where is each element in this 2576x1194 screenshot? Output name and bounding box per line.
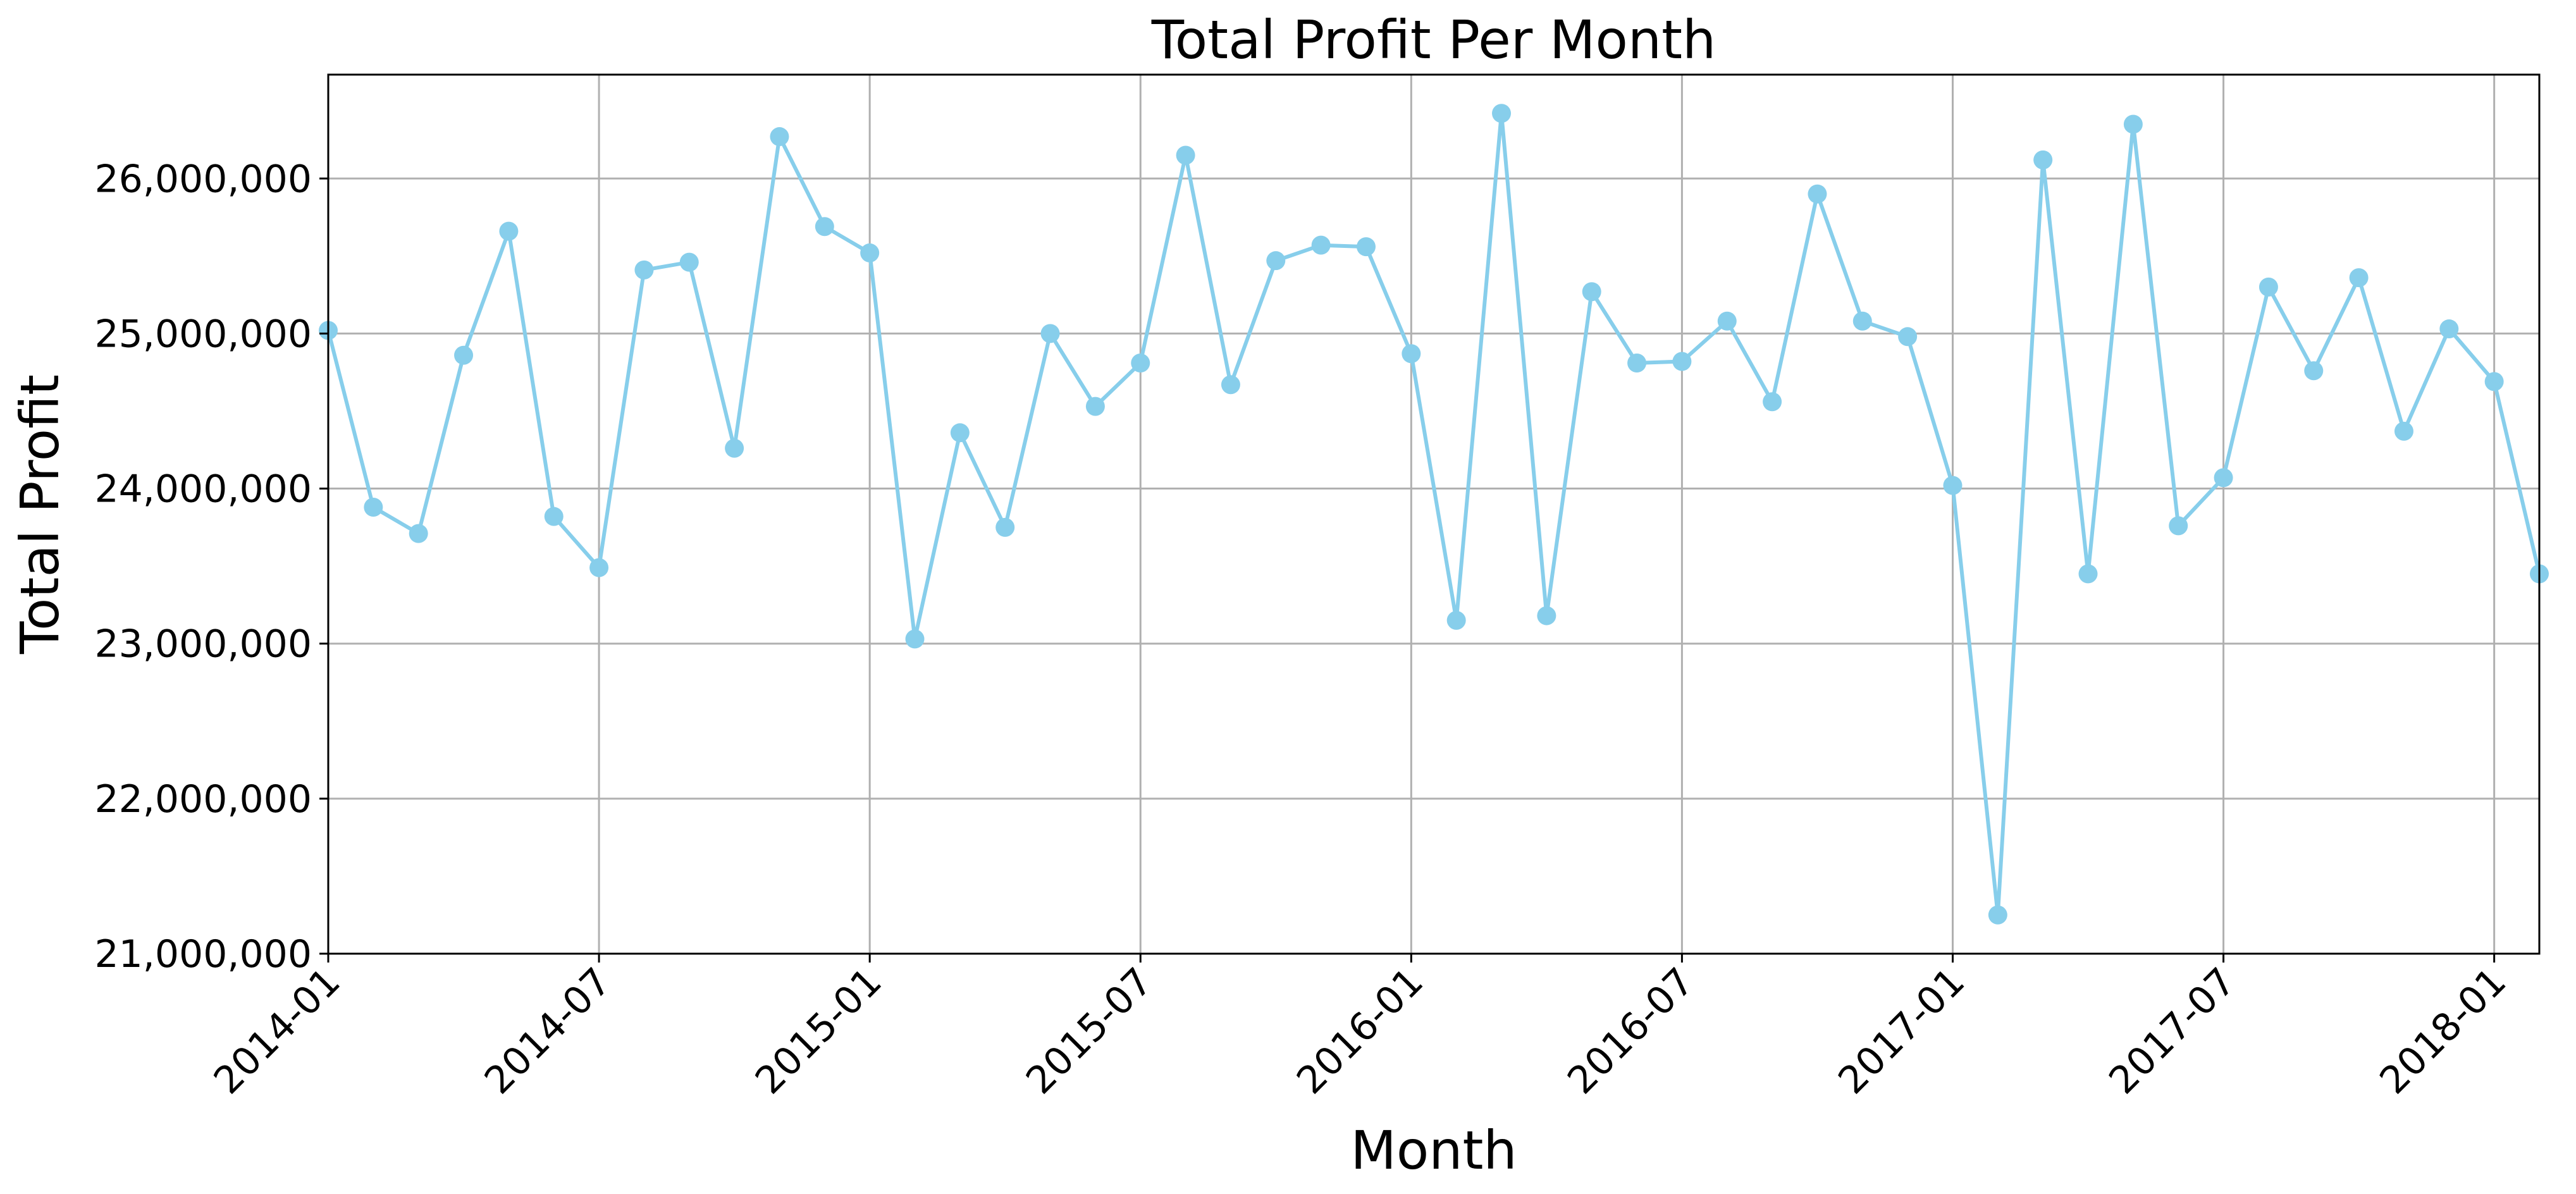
y-tick-label: 21,000,000 xyxy=(94,932,312,976)
data-point xyxy=(2123,114,2143,134)
data-points xyxy=(319,104,2549,925)
data-point xyxy=(1131,353,1150,372)
data-point xyxy=(995,517,1015,537)
x-tick-label: 2016-07 xyxy=(1559,959,1703,1103)
series-line-layer xyxy=(326,111,2541,917)
y-tick-label: 22,000,000 xyxy=(94,777,312,822)
x-axis-ticks: 2014-01 2014-07 2015-01 2015-07 2016-01 2016-… xyxy=(206,954,2515,1103)
data-point xyxy=(1311,235,1331,255)
x-tick-label: 2015-07 xyxy=(1018,959,1161,1103)
x-tick-label: 2014-01 xyxy=(206,959,349,1103)
data-point xyxy=(815,217,834,237)
data-point xyxy=(1672,352,1692,371)
grid-lines xyxy=(327,75,2539,955)
data-point xyxy=(1356,237,1376,257)
data-point xyxy=(950,423,970,443)
data-point xyxy=(2169,516,2188,536)
data-point xyxy=(1582,282,1601,302)
data-point xyxy=(1085,397,1105,416)
data-point xyxy=(2439,319,2459,339)
x-tick-label: 2015-01 xyxy=(747,959,891,1103)
data-point xyxy=(2304,361,2324,381)
data-point xyxy=(409,524,428,543)
data-point xyxy=(1627,353,1647,372)
data-point xyxy=(544,507,564,526)
data-point xyxy=(454,345,474,365)
data-point xyxy=(1176,145,1195,165)
y-axis-ticks: 21,000,000 22,000,000 23,000,000 24,000,000… xyxy=(94,157,328,976)
data-point xyxy=(1221,375,1240,395)
data-point xyxy=(1537,606,1556,625)
data-point xyxy=(2349,268,2369,288)
x-tick-label: 2018-01 xyxy=(2371,959,2515,1103)
data-point xyxy=(1040,324,1060,343)
data-point xyxy=(499,221,519,241)
data-point xyxy=(364,497,383,517)
data-point xyxy=(2078,564,2098,584)
x-tick-label: 2014-07 xyxy=(476,959,620,1103)
y-tick-label: 25,000,000 xyxy=(94,312,312,356)
x-tick-label: 2017-07 xyxy=(2100,959,2244,1103)
data-point xyxy=(1852,311,1872,331)
data-point xyxy=(1266,251,1286,271)
data-point xyxy=(679,252,699,272)
plot-frame xyxy=(327,73,2541,955)
data-point xyxy=(2394,421,2413,441)
data-point xyxy=(1763,392,1782,412)
chart-title: Total Profit Per Month xyxy=(1151,9,1716,71)
series-line xyxy=(326,111,2541,917)
y-axis-label: Total Profit xyxy=(9,374,71,655)
data-point xyxy=(1898,327,1918,347)
x-tick-label: 2017-01 xyxy=(1830,959,1973,1103)
data-point xyxy=(1808,184,1827,204)
data-point xyxy=(1446,610,1466,630)
data-point xyxy=(905,629,925,649)
data-point xyxy=(589,558,609,577)
x-axis-label: Month xyxy=(1350,1119,1517,1181)
data-point xyxy=(1988,905,2007,925)
data-point xyxy=(634,260,654,280)
y-tick-label: 26,000,000 xyxy=(94,157,312,201)
x-tick-label: 2016-01 xyxy=(1288,959,1432,1103)
data-point xyxy=(2484,372,2504,391)
data-point xyxy=(1717,311,1737,331)
data-point xyxy=(2033,150,2053,169)
data-point xyxy=(1943,476,1963,495)
data-point xyxy=(860,243,880,262)
data-point xyxy=(725,438,744,458)
y-tick-label: 24,000,000 xyxy=(94,467,312,512)
data-point xyxy=(2214,468,2233,488)
data-point xyxy=(770,127,789,147)
y-tick-label: 23,000,000 xyxy=(94,622,312,667)
data-point xyxy=(2259,277,2278,297)
data-point xyxy=(1492,104,1512,123)
data-point xyxy=(1402,344,1421,364)
